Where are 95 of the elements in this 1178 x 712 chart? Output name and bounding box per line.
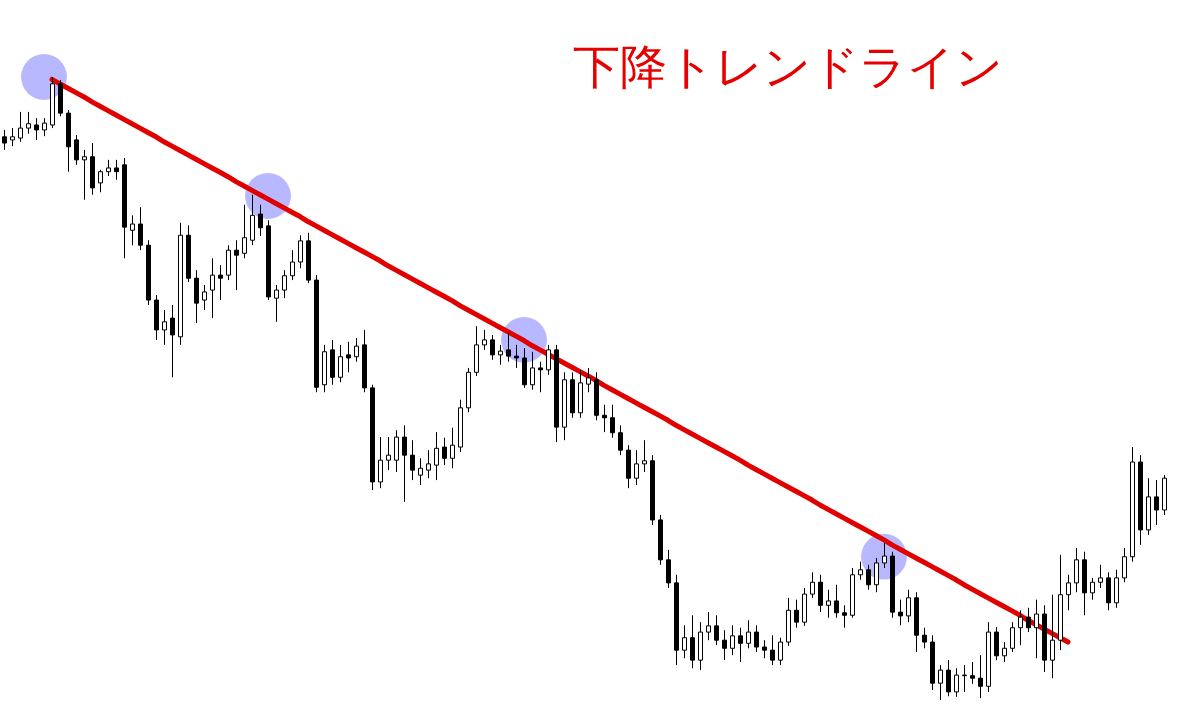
candlestick <box>922 627 927 649</box>
candlestick <box>490 334 495 361</box>
candlestick <box>130 214 135 246</box>
candlestick <box>754 624 759 653</box>
candlestick <box>386 436 391 471</box>
candlestick <box>642 439 647 473</box>
candlestick <box>34 117 39 141</box>
candlestick <box>450 427 455 469</box>
candlestick <box>506 332 511 363</box>
candlestick <box>770 634 775 666</box>
candlestick <box>202 284 207 311</box>
candlestick <box>946 659 951 697</box>
candlestick <box>682 624 687 659</box>
candlestick <box>98 169 103 193</box>
candlestick <box>546 344 551 376</box>
candlestick <box>282 269 287 299</box>
candlestick <box>858 561 863 581</box>
candlestick <box>242 204 247 259</box>
candlestick <box>2 129 7 151</box>
candlestick <box>218 264 223 301</box>
candlestick <box>498 344 503 366</box>
candlestick <box>730 624 735 656</box>
candlestick <box>162 309 167 346</box>
candlestick <box>1154 479 1159 526</box>
candlestick <box>338 344 343 383</box>
candlestick <box>170 304 175 378</box>
candlestick <box>1050 594 1055 679</box>
candlestick <box>378 436 383 489</box>
candlestick <box>1010 621 1015 653</box>
candlestick <box>1122 547 1127 583</box>
candlestick <box>42 117 47 137</box>
candlestick <box>794 599 799 629</box>
candlestick <box>978 654 983 699</box>
candlestick <box>810 571 815 599</box>
candlestick <box>898 599 903 626</box>
candlestick <box>666 549 671 589</box>
candlestick <box>994 626 999 661</box>
candlestick <box>138 206 143 251</box>
candlestick <box>530 351 535 391</box>
candlestick <box>962 664 967 693</box>
candlestick <box>1002 641 1007 663</box>
candlestick <box>1074 547 1079 593</box>
candlestick <box>298 234 303 269</box>
candlestick <box>354 337 359 363</box>
candlestick <box>610 404 615 439</box>
candlestick <box>778 637 783 666</box>
candlestick <box>1018 609 1023 646</box>
candlestick <box>874 557 879 593</box>
candlestick <box>274 284 279 323</box>
candlestick <box>1090 577 1095 601</box>
candlestick <box>1034 599 1039 659</box>
candlestick <box>426 449 431 479</box>
candlestick <box>1026 607 1031 633</box>
candlestick <box>746 619 751 649</box>
candlestick <box>738 627 743 663</box>
candlestick <box>514 344 519 369</box>
candlestick <box>394 429 399 473</box>
candlestick <box>586 367 591 393</box>
candlestick <box>834 584 839 619</box>
candlestick <box>210 257 215 319</box>
candlestick <box>234 239 239 291</box>
chart-title: 下降トレンドライン <box>573 39 1003 94</box>
candlestick <box>722 629 727 661</box>
candlestick <box>258 204 263 237</box>
candlestick <box>970 661 975 685</box>
candlestick <box>866 564 871 591</box>
candlestick <box>690 614 695 669</box>
candlestick <box>602 404 607 433</box>
candlestick <box>882 542 887 569</box>
candlestick <box>402 424 407 503</box>
candlestick <box>906 589 911 623</box>
candlestick <box>434 431 439 481</box>
candlestick <box>410 439 415 481</box>
candlestick <box>618 424 623 456</box>
candlestick <box>1098 564 1103 589</box>
candlestick <box>442 437 447 466</box>
candlestick <box>18 111 23 143</box>
candlestick <box>74 134 79 166</box>
candlestick <box>538 361 543 393</box>
candlestick <box>418 457 423 486</box>
candlestick <box>634 449 639 486</box>
candlestick <box>482 329 487 351</box>
candlestick <box>706 611 711 641</box>
candlestick <box>762 639 767 659</box>
candlestick <box>842 604 847 629</box>
candlestick <box>114 159 119 181</box>
candlestick <box>1066 574 1071 611</box>
candlestick <box>290 249 295 281</box>
candlestick <box>26 111 31 135</box>
candlestick <box>10 127 15 147</box>
candlestick <box>826 589 831 619</box>
candlestick <box>346 341 351 373</box>
candlestick <box>714 614 719 646</box>
candlestick <box>82 149 87 201</box>
candlestick <box>818 574 823 613</box>
